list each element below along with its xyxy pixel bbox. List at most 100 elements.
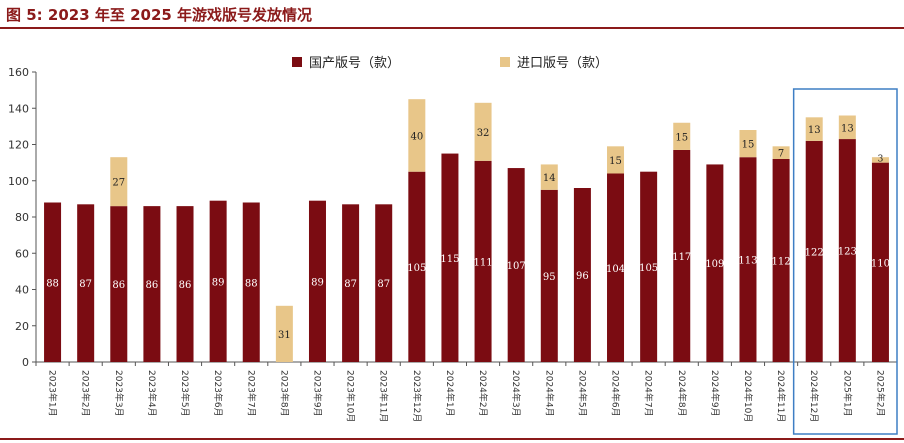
y-tick-label: 20 (15, 320, 29, 333)
x-tick-label: 2023年8月 (278, 370, 290, 417)
bar-domestic (507, 168, 525, 362)
bar-domestic (474, 160, 492, 362)
x-tick-label: 2025年2月 (874, 370, 886, 417)
legend-swatch-domestic (292, 56, 302, 67)
data-label-domestic: 105 (407, 263, 426, 274)
bar-imported (871, 157, 889, 163)
bar-domestic (772, 159, 790, 362)
data-label-domestic: 86 (146, 280, 159, 291)
bar-domestic (342, 204, 360, 362)
data-label-domestic: 87 (79, 279, 92, 290)
y-tick-label: 60 (15, 247, 29, 260)
x-tick-label: 2023年10月 (345, 370, 357, 422)
data-label-imported: 7 (778, 149, 784, 160)
x-tick-label: 2024年12月 (808, 370, 820, 422)
data-label-imported: 40 (410, 131, 423, 142)
bar-domestic (110, 206, 128, 362)
data-label-domestic: 107 (507, 261, 526, 272)
data-label-domestic: 113 (738, 256, 757, 267)
bar-domestic (242, 202, 260, 362)
bar-domestic (805, 140, 823, 362)
x-tick-label: 2024年10月 (742, 370, 754, 422)
data-label-domestic: 88 (245, 278, 258, 289)
x-tick-label: 2024年4月 (543, 370, 555, 417)
x-tick-label: 2024年1月 (444, 370, 456, 417)
x-tick-label: 2024年2月 (477, 370, 489, 417)
data-label-domestic: 122 (805, 247, 824, 258)
data-label-imported: 13 (841, 123, 854, 134)
data-label-domestic: 104 (606, 264, 625, 275)
data-label-domestic: 89 (311, 277, 324, 288)
x-tick-label: 2023年12月 (411, 370, 423, 422)
x-tick-label: 2024年7月 (643, 370, 655, 417)
bar-imported (408, 99, 426, 172)
data-label-domestic: 87 (377, 279, 390, 290)
y-tick-label: 140 (8, 102, 29, 115)
bar-imported (275, 305, 293, 362)
data-label-domestic: 96 (576, 271, 589, 282)
bar-domestic (441, 153, 459, 362)
data-label-domestic: 95 (543, 272, 556, 283)
bar-domestic (673, 149, 691, 362)
bar-imported (607, 146, 625, 174)
bar-domestic (640, 171, 658, 362)
bar-domestic (143, 206, 161, 362)
bar-domestic (408, 171, 426, 362)
data-label-domestic: 86 (179, 280, 192, 291)
y-tick-label: 160 (8, 66, 29, 79)
data-label-domestic: 112 (772, 257, 791, 268)
bar-domestic (573, 188, 591, 362)
bar-domestic (838, 139, 856, 362)
bar-domestic (871, 162, 889, 362)
bar-imported (673, 122, 691, 150)
x-tick-label: 2023年3月 (113, 370, 125, 417)
data-label-domestic: 115 (440, 254, 459, 265)
y-tick-label: 120 (8, 139, 29, 152)
bar-imported (110, 157, 128, 207)
x-tick-label: 2024年11月 (775, 370, 787, 422)
data-label-imported: 15 (675, 132, 688, 143)
y-tick-label: 40 (15, 284, 29, 297)
bar-domestic (607, 173, 625, 362)
data-label-imported: 14 (543, 173, 556, 184)
x-tick-label: 2024年3月 (510, 370, 522, 417)
legend-item-domestic: 国产版号（款） (292, 52, 400, 71)
data-label-domestic: 105 (639, 263, 658, 274)
x-tick-label: 2024年9月 (709, 370, 721, 417)
bar-domestic (706, 164, 724, 362)
title-rule (0, 27, 904, 29)
data-label-imported: 27 (112, 178, 125, 189)
data-label-domestic: 86 (112, 280, 125, 291)
data-label-imported: 13 (808, 125, 821, 136)
x-tick-label: 2023年2月 (80, 370, 92, 417)
data-label-domestic: 88 (46, 278, 59, 289)
x-tick-label: 2023年5月 (179, 370, 191, 417)
x-tick-label: 2023年11月 (378, 370, 390, 422)
x-tick-label: 2024年6月 (610, 370, 622, 417)
legend-label-imported: 进口版号（款） (517, 56, 609, 71)
bar-domestic (308, 200, 326, 362)
data-label-imported: 3 (878, 155, 884, 165)
data-label-domestic: 111 (474, 257, 493, 268)
legend-swatch-imported (500, 56, 510, 67)
data-label-domestic: 89 (212, 277, 225, 288)
x-tick-label: 2023年9月 (311, 370, 323, 417)
bar-imported (739, 130, 757, 158)
y-tick-label: 0 (22, 356, 29, 369)
x-tick-label: 2024年8月 (676, 370, 688, 417)
bar-imported (772, 146, 790, 159)
data-label-imported: 32 (477, 128, 490, 139)
bar-imported (540, 164, 558, 190)
data-label-domestic: 87 (344, 279, 357, 290)
bar-domestic (44, 202, 62, 362)
legend-item-imported: 进口版号（款） (500, 52, 608, 71)
data-label-imported: 15 (609, 156, 622, 167)
y-tick-label: 100 (8, 175, 29, 188)
bar-imported (838, 115, 856, 140)
bar-domestic (739, 157, 757, 362)
x-tick-label: 2025年1月 (841, 370, 853, 417)
data-label-domestic: 117 (672, 252, 691, 263)
y-tick-label: 80 (15, 211, 29, 224)
legend-label-domestic: 国产版号（款） (309, 56, 401, 71)
